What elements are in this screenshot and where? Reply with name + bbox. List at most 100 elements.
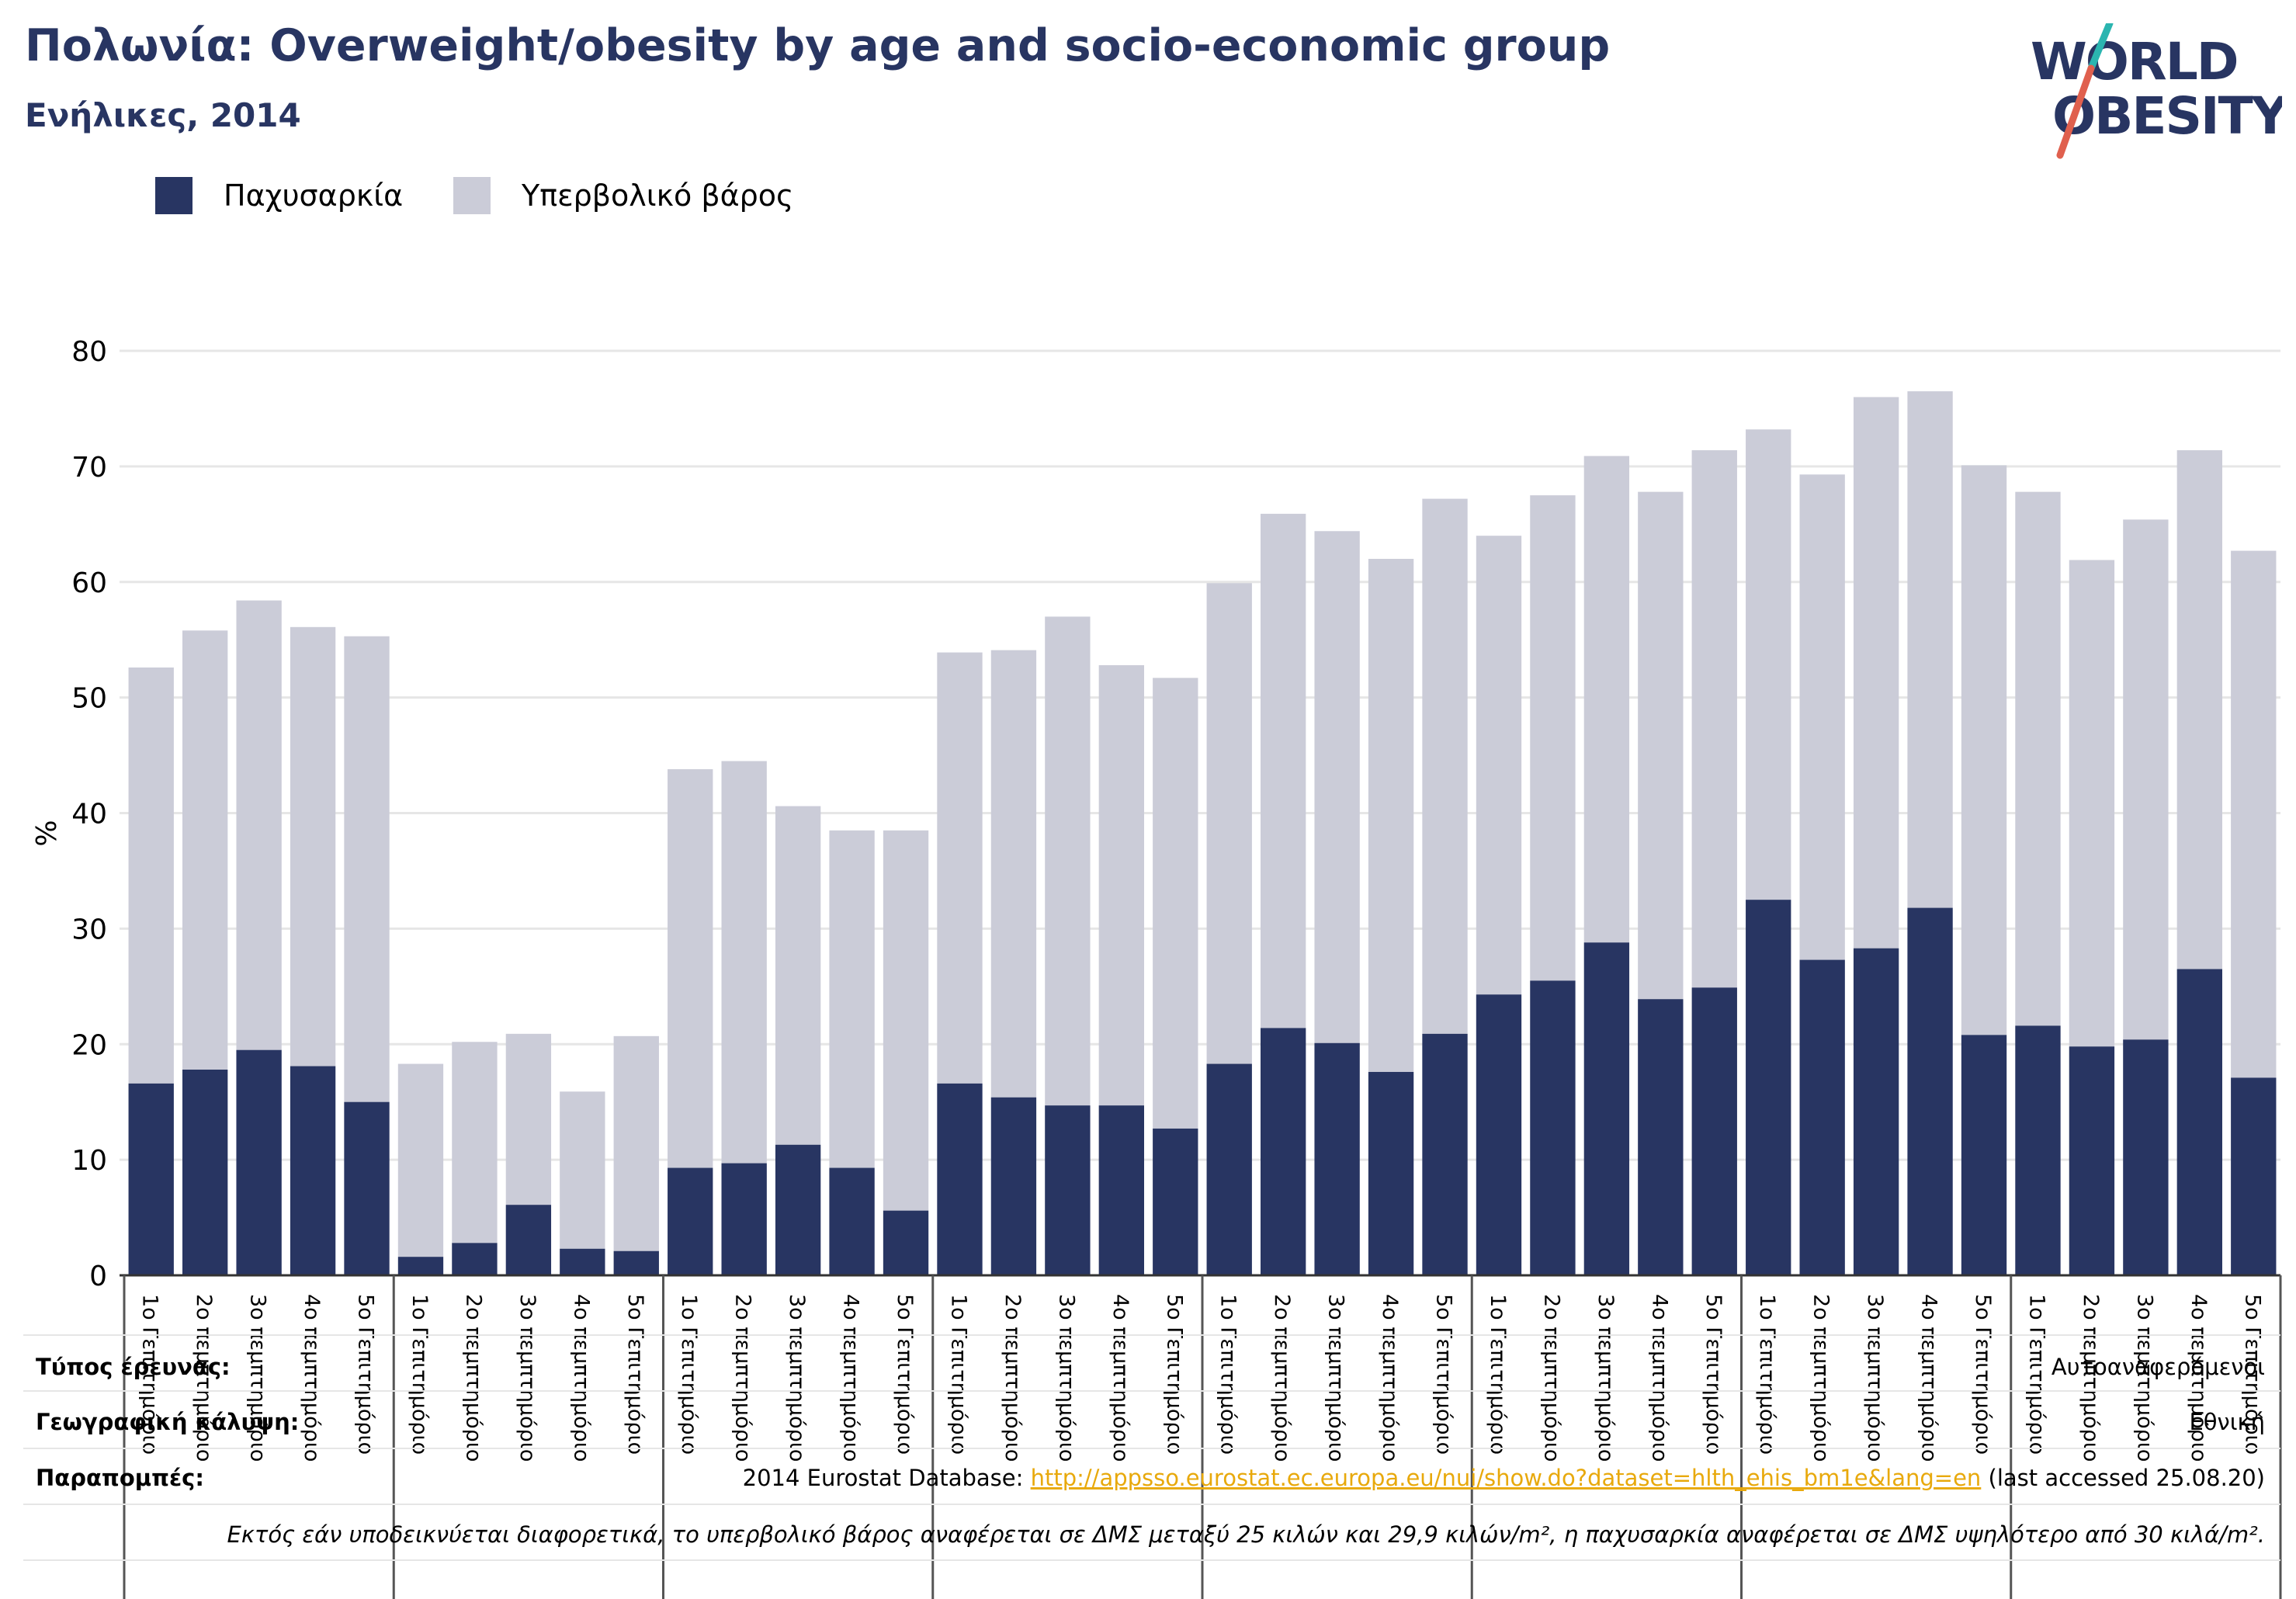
- bar-obesity: [1799, 959, 1845, 1275]
- x-tick-label: 1ο Γεπιτημόριο: [677, 1294, 701, 1455]
- bar-obesity: [937, 1083, 983, 1275]
- bar-overweight: [829, 830, 875, 1168]
- bar-overweight: [1853, 397, 1899, 949]
- x-tick-label: 2ο πεμπτημόριο: [461, 1294, 485, 1462]
- y-tick-label: 10: [71, 1145, 107, 1177]
- y-tick-label: 0: [89, 1261, 107, 1292]
- bar-overweight: [2015, 491, 2061, 1026]
- bar-overweight: [560, 1091, 605, 1249]
- bar-obesity: [1583, 942, 1630, 1275]
- logo-line-2: OBESITY: [2052, 86, 2282, 146]
- y-tick-label: 40: [71, 799, 107, 831]
- x-tick-label: 5ο Γεπιτημόριο: [623, 1294, 647, 1455]
- survey-type-value: Αυτοαναφερόμενοι: [2051, 1354, 2265, 1380]
- y-tick-label: 50: [71, 683, 107, 715]
- x-tick-label: 2ο πεμπτημόριο: [2079, 1294, 2103, 1462]
- x-tick-label: 4ο πεμπτημόριο: [1917, 1294, 1941, 1462]
- bar-obesity: [990, 1097, 1037, 1275]
- coverage-label: Γεωγραφική κάλυψη:: [36, 1409, 299, 1435]
- bar-obesity: [1691, 987, 1737, 1275]
- bar-overweight: [1261, 513, 1306, 1028]
- bar-overweight: [505, 1033, 552, 1205]
- x-tick-label: 3ο πεμπτημόριο: [1324, 1294, 1348, 1462]
- bar-overweight: [128, 667, 174, 1084]
- bar-obesity: [1045, 1105, 1091, 1275]
- references-link[interactable]: http://appsso.eurostat.ec.europa.eu/nui/…: [1031, 1465, 1982, 1491]
- y-axis-label: %: [31, 820, 63, 846]
- bar-overweight: [668, 768, 713, 1168]
- bar-obesity: [1314, 1042, 1360, 1275]
- x-tick-label: 5ο Γεπιτημόριο: [2240, 1294, 2264, 1455]
- legend-label-obesity: Παχυσαρκία: [224, 179, 404, 213]
- bar-overweight: [1961, 465, 2007, 1035]
- x-tick-label: 5ο Γεπιτημόριο: [1162, 1294, 1186, 1455]
- bar-overweight: [397, 1063, 444, 1257]
- bar-obesity: [397, 1257, 444, 1275]
- bar-overweight: [1314, 531, 1360, 1043]
- bar-overweight: [344, 636, 390, 1102]
- bar-obesity: [182, 1070, 228, 1275]
- x-tick-label: 1ο Γεπιτημόριο: [408, 1294, 432, 1455]
- bar-obesity: [613, 1250, 659, 1275]
- bar-obesity: [128, 1083, 174, 1275]
- x-tick-label: 2ο πεμπτημόριο: [1809, 1294, 1833, 1462]
- x-tick-label: 1ο Γεπιτημόριο: [138, 1294, 162, 1455]
- bar-overweight: [1153, 678, 1198, 1129]
- x-tick-label: 2ο πεμπτημόριο: [192, 1294, 216, 1462]
- bar-overweight: [1206, 583, 1252, 1064]
- x-tick-label: 2ο πεμπτημόριο: [1270, 1294, 1294, 1462]
- definition-note: Εκτός εάν υποδεικνύεται διαφορετικά, το …: [227, 1521, 2266, 1548]
- survey-type-label: Τύπος έρευνας:: [36, 1354, 231, 1380]
- references-value: 2014 Eurostat Database: http://appsso.eu…: [743, 1465, 2265, 1491]
- bar-obesity: [1907, 907, 1953, 1275]
- logo-slash-bottom: [2056, 64, 2095, 159]
- bar-obesity: [236, 1049, 282, 1275]
- bar-obesity: [829, 1167, 875, 1275]
- x-tick-label: 4ο πεμπτημόριο: [569, 1294, 593, 1462]
- bar-obesity: [2069, 1046, 2115, 1275]
- legend-item-obesity: Παχυσαρκία: [155, 177, 403, 214]
- axes: 0 10 20 30 40 50 60 70 80%: [31, 336, 2282, 1599]
- bar-overweight: [1746, 429, 1791, 900]
- bar-overweight: [2231, 550, 2277, 1078]
- bar-obesity: [1476, 994, 1522, 1275]
- notes-table: Τύπος έρευνας: Αυτοαναφερόμενοι Γεωγραφική…: [23, 1334, 2280, 1561]
- bar-obesity: [721, 1163, 767, 1275]
- bar-obesity: [1638, 999, 1684, 1275]
- bar-overweight: [775, 806, 821, 1145]
- bar-overweight: [452, 1042, 498, 1243]
- x-tick-label: 5ο Γεπιτημόριο: [354, 1294, 378, 1455]
- category-labels: 1ο Γεπιτημόριο 2ο πεμπτημόριο 3ο πεμπτημόρ…: [138, 1294, 2265, 1462]
- bar-overweight: [1691, 450, 1737, 988]
- bar-obesity: [290, 1066, 336, 1275]
- x-tick-label: 4ο πεμπτημόριο: [839, 1294, 863, 1462]
- x-tick-label: 3ο πεμπτημόριο: [1594, 1294, 1618, 1462]
- x-tick-label: 3ο πεμπτημόριο: [2132, 1294, 2156, 1462]
- y-tick-label: 70: [71, 452, 107, 484]
- x-tick-label: 1ο Γεπιτημόριο: [1486, 1294, 1510, 1455]
- legend-swatch-overweight: [453, 177, 491, 214]
- bar-obesity: [2231, 1077, 2277, 1275]
- x-tick-label: 1ο Γεπιτημόριο: [2024, 1294, 2048, 1455]
- bar-obesity: [1368, 1071, 1414, 1275]
- x-tick-label: 3ο πεμπτημόριο: [785, 1294, 809, 1462]
- chart-title: Πολωνία: Overweight/obesity by age and s…: [25, 20, 1611, 71]
- logo-slash-top: [2087, 23, 2114, 72]
- x-tick-label: 2ο πεμπτημόριο: [1539, 1294, 1563, 1462]
- bars: [128, 391, 2277, 1275]
- bar-obesity: [1206, 1063, 1252, 1275]
- bar-obesity: [668, 1167, 713, 1275]
- chart-subtitle: Ενήλικες, 2014: [25, 96, 301, 134]
- bar-overweight: [1368, 558, 1414, 1072]
- legend-swatch-obesity: [155, 177, 192, 214]
- x-tick-label: 2ο πεμπτημόριο: [1001, 1294, 1025, 1462]
- y-tick-label: 20: [71, 1029, 107, 1061]
- bar-overweight: [1530, 495, 1576, 981]
- x-tick-label: 4ο πεμπτημόριο: [1378, 1294, 1402, 1462]
- x-tick-label: 1ο Γεπιτημόριο: [1216, 1294, 1240, 1455]
- x-tick-label: 4ο πεμπτημόριο: [300, 1294, 324, 1462]
- world-obesity-logo: WORLD OBESITY: [2031, 23, 2282, 159]
- coverage-value: Εθνική: [2189, 1409, 2265, 1435]
- legend-item-overweight: Υπερβολικό βάρος: [453, 177, 793, 214]
